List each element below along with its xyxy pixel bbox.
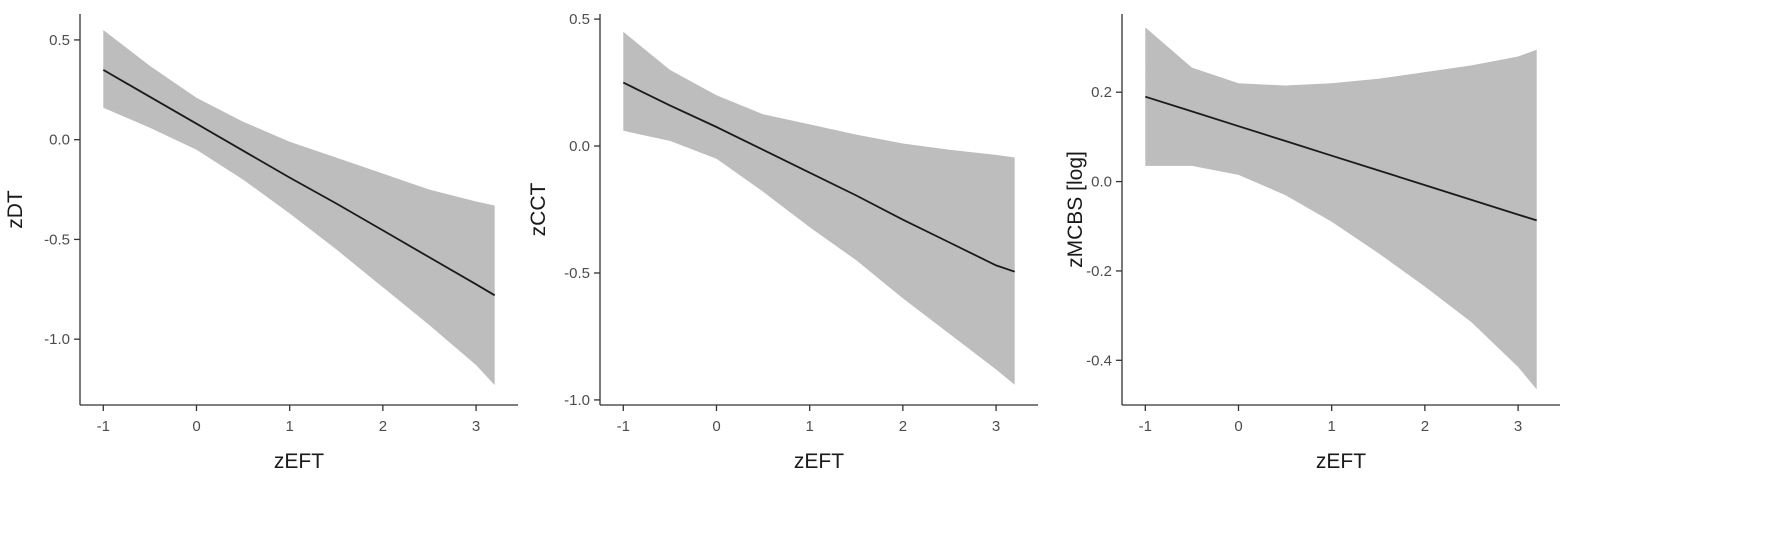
confidence-band [1145,27,1537,390]
x-axis-title: zEFT [1316,450,1366,473]
regression-line [622,81,1015,273]
axes-layer [79,14,518,406]
y-tick-label: 0.5 [569,11,590,28]
x-tick-label: 2 [379,418,387,435]
fit-line-layer [622,81,1015,273]
fit-line-layer [1145,95,1537,222]
x-tick-layer: -1 0 1 2 3 [617,405,1000,435]
x-tick-label: 1 [286,418,294,435]
x-tick-label: 3 [1514,418,1522,435]
panel-zmcbs: -1 0 1 2 3 -0.4 -0.2 0.0 0.2 zEFT zMCBS [log] [1064,14,1560,473]
y-tick-label: 0.0 [49,132,70,149]
regression-line [1145,95,1537,222]
confidence-band [623,31,1015,385]
regression-line [102,69,496,297]
panel-zcct: -1 0 1 2 3 -1.0 -0.5 0.0 0.5 zEFT zCCT [527,11,1038,473]
confidence-band-layer [1145,27,1537,390]
y-tick-label: -0.2 [1086,263,1112,280]
y-axis-title: zDT [4,190,27,229]
axes-layer [1121,14,1560,406]
y-tick-label: -1.0 [564,392,590,409]
x-tick-layer: -1 0 1 2 3 [97,405,480,435]
x-tick-label: 1 [806,418,814,435]
x-tick-label: 3 [472,418,480,435]
confidence-band-layer [103,30,495,386]
y-tick-label: 0.0 [1091,174,1112,191]
x-tick-label: 0 [712,418,720,435]
y-axis-title: zCCT [527,183,550,237]
x-tick-label: -1 [1139,418,1152,435]
y-tick-layer: -1.0 -0.5 0.0 0.5 [564,11,600,409]
y-axis-title: zMCBS [log] [1064,151,1087,268]
y-tick-layer: -1.0 -0.5 0.0 0.5 [44,32,80,348]
x-tick-layer: -1 0 1 2 3 [1139,405,1522,435]
x-tick-label: 2 [1421,418,1429,435]
x-tick-label: 0 [192,418,200,435]
y-tick-label: -0.5 [564,265,590,282]
y-tick-label: -1.0 [44,331,70,348]
x-axis-title: zEFT [794,450,844,473]
x-tick-label: -1 [617,418,630,435]
x-tick-label: 3 [992,418,1000,435]
x-tick-label: 0 [1234,418,1242,435]
x-tick-label: 1 [1328,418,1336,435]
y-tick-label: 0.0 [569,138,590,155]
y-tick-layer: -0.4 -0.2 0.0 0.2 [1086,84,1122,369]
fit-line-layer [102,69,496,297]
axes-layer [599,14,1038,406]
y-tick-label: 0.5 [49,32,70,49]
y-tick-label: -0.4 [1086,352,1112,369]
confidence-band [103,30,495,386]
confidence-band-layer [623,31,1015,385]
y-tick-label: 0.2 [1091,84,1112,101]
x-tick-label: 2 [899,418,907,435]
x-tick-label: -1 [97,418,110,435]
y-tick-label: -0.5 [44,231,70,248]
x-axis-title: zEFT [274,450,324,473]
panel-zdt: -1 0 1 2 3 -1.0 -0.5 0.0 0.5 zEFT zDT [4,14,518,473]
